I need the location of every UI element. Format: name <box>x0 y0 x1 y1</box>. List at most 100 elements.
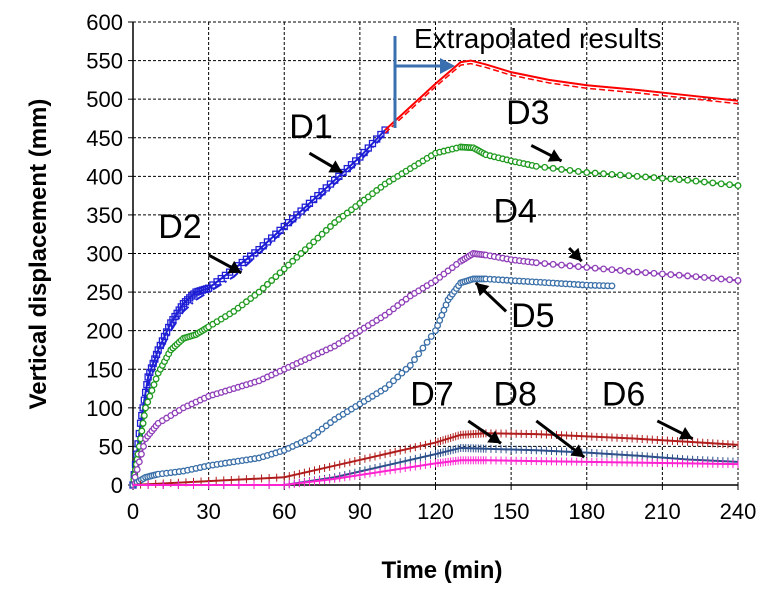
callout-arrowhead-d8 <box>570 444 585 458</box>
y-tick-label: 50 <box>99 434 123 459</box>
data-point <box>415 350 423 358</box>
data-point <box>137 450 145 458</box>
data-point <box>160 332 169 341</box>
callout-arrowhead-d2 <box>227 260 242 274</box>
callout-d1: D1 <box>289 108 343 174</box>
x-tick-label: 0 <box>127 499 139 524</box>
data-point <box>318 230 326 238</box>
series-line-d2 <box>132 133 386 486</box>
data-point <box>306 242 313 250</box>
data-point <box>398 369 406 377</box>
data-point <box>717 275 725 283</box>
data-point <box>385 381 393 389</box>
extrapolation-annotation: Extrapolated results <box>393 23 661 128</box>
data-point <box>734 182 742 190</box>
data-point <box>138 427 146 435</box>
callout-label-d6: D6 <box>602 376 645 414</box>
callout-d3: D3 <box>506 94 563 163</box>
callout-arrowhead-d1 <box>328 160 343 173</box>
y-tick-label: 600 <box>86 10 123 35</box>
data-point <box>709 274 717 282</box>
data-point <box>642 269 650 277</box>
y-tick-label: 200 <box>86 319 123 344</box>
data-point <box>152 350 161 359</box>
y-tick-label: 500 <box>86 87 123 112</box>
y-axis-title: Vertical displacement (mm) <box>25 99 52 410</box>
data-point <box>532 259 540 267</box>
data-point <box>726 181 734 189</box>
data-point <box>255 288 263 296</box>
data-point <box>675 176 683 183</box>
data-point <box>297 250 305 257</box>
axes <box>128 21 739 490</box>
y-tick-label: 150 <box>86 357 123 382</box>
data-point <box>293 253 301 261</box>
data-point <box>625 172 633 180</box>
data-point <box>268 277 276 284</box>
series-d1 <box>129 126 389 489</box>
data-point <box>616 171 624 179</box>
data-point <box>165 323 173 332</box>
callout-d4: D4 <box>493 193 583 263</box>
callout-arrowhead-d5 <box>475 282 490 297</box>
series-d4 <box>129 250 742 489</box>
data-point <box>143 381 151 389</box>
callout-arrowhead-d7 <box>487 430 502 444</box>
series-line-extrapolated-dashed <box>384 62 739 134</box>
data-point <box>558 261 565 269</box>
callout-label-d8: D8 <box>493 376 536 414</box>
callout-label-d2: D2 <box>158 208 201 246</box>
data-point <box>183 296 192 304</box>
data-point <box>390 377 397 385</box>
data-point <box>406 361 414 369</box>
data-point <box>608 170 616 178</box>
data-point <box>186 294 194 302</box>
data-point <box>726 276 734 284</box>
data-point <box>285 261 292 269</box>
data-point <box>541 163 549 171</box>
data-point <box>625 267 633 275</box>
callout-label-d1: D1 <box>289 108 332 146</box>
data-point <box>289 257 297 265</box>
data-point <box>583 169 591 176</box>
y-tick-label: 0 <box>111 473 123 498</box>
data-point <box>591 264 599 272</box>
x-tick-label: 150 <box>493 499 530 524</box>
data-point <box>259 284 267 292</box>
data-point <box>133 466 141 474</box>
data-point <box>419 344 427 352</box>
y-tick-label: 450 <box>86 126 123 151</box>
data-point <box>700 178 708 186</box>
data-point <box>650 269 658 277</box>
data-point <box>411 356 418 364</box>
callouts: D1 D2 D3 D4 D5 D7 D8 D6 <box>158 94 694 459</box>
data-point <box>139 419 147 427</box>
x-tick-label: 30 <box>196 499 220 524</box>
data-point <box>566 166 574 174</box>
data-point <box>709 179 717 187</box>
data-point <box>181 298 190 306</box>
x-tick-label: 90 <box>348 499 372 524</box>
callout-label-d7: D7 <box>410 376 453 414</box>
y-tick-label: 350 <box>86 203 123 228</box>
data-point <box>402 365 410 373</box>
series-layer <box>129 59 742 489</box>
data-point <box>150 381 158 389</box>
callout-d7: D7 <box>410 376 502 445</box>
x-tick-label: 240 <box>720 499 757 524</box>
data-point <box>684 176 692 184</box>
data-point <box>675 271 683 279</box>
data-point <box>179 300 188 308</box>
data-point <box>566 262 574 270</box>
data-point <box>600 170 608 178</box>
series-line-d1 <box>132 129 386 486</box>
data-point <box>684 272 692 280</box>
data-point <box>152 375 160 383</box>
x-axis-title: Time (min) <box>382 557 503 584</box>
data-point <box>549 164 557 172</box>
data-point <box>423 338 431 346</box>
callout-arrowhead-d4 <box>568 247 582 262</box>
data-point <box>532 162 540 170</box>
data-point <box>692 273 700 281</box>
